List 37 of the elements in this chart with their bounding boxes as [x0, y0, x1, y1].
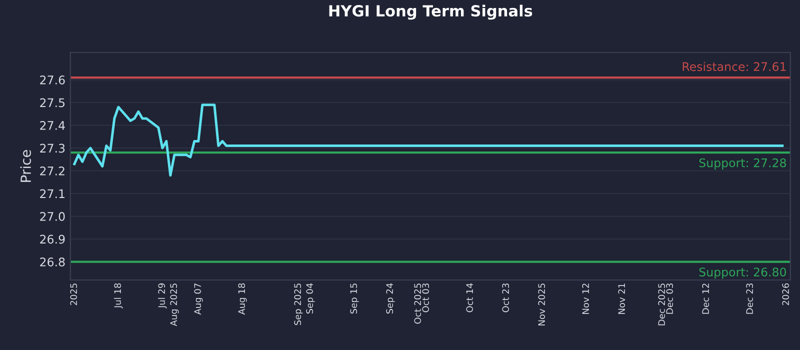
x-tick-label: Aug 18 — [238, 283, 247, 315]
x-tick-label: Nov 21 — [618, 284, 626, 314]
y-axis-title: Price — [20, 150, 32, 182]
x-tick-label: Dec 12 — [702, 284, 710, 314]
x-tick-label: Jul 18 — [114, 283, 123, 308]
x-tick-label: Oct 14 — [466, 283, 474, 312]
y-tick-label: 27.3 — [40, 144, 65, 153]
y-tick-label: 27.0 — [40, 212, 65, 221]
x-tick-label: Oct 03 — [422, 284, 430, 312]
x-tick-label: 2025 — [70, 284, 78, 306]
line-series — [73, 104, 784, 177]
x-tick-label: Oct 2025 — [414, 284, 422, 324]
x-tick-label: Dec 23 — [746, 284, 754, 314]
x-tick-label: Sep 2025 — [294, 284, 303, 326]
x-tick-label: Aug 2025 — [170, 284, 179, 326]
x-tick-label: Sep 04 — [306, 283, 315, 314]
x-tick-label: Dec 2025 — [658, 284, 666, 326]
y-tick-label: 27.6 — [40, 76, 65, 84]
y-tick-label: 27.1 — [40, 189, 64, 198]
chart-title: HYGI Long Term Signals — [329, 4, 532, 20]
x-tick-label: Nov 2025 — [538, 284, 546, 326]
x-tick-label: Nov 12 — [582, 284, 590, 314]
y-tick-label: 27.5 — [40, 98, 65, 108]
ref-line-label: Support: 26.80 — [699, 268, 786, 279]
x-tick-label: Oct 23 — [502, 284, 510, 312]
x-tick-label: Aug 07 — [194, 284, 203, 315]
x-tick-label: Dec 03 — [666, 284, 674, 314]
y-tick-label: 26.9 — [40, 234, 65, 244]
y-tick-label: 27.4 — [40, 121, 65, 130]
y-tick-label: 27.2 — [40, 166, 64, 176]
x-tick-label: Sep 15 — [350, 284, 359, 314]
x-tick-label: 2026 — [782, 283, 790, 306]
x-tick-label: Jul 29 — [158, 283, 167, 308]
y-tick-label: 26.8 — [40, 258, 65, 266]
x-tick-label: Sep 24 — [386, 283, 395, 314]
ref-line-label: Resistance: 27.61 — [682, 62, 786, 72]
ref-line-label: Support: 27.28 — [699, 158, 786, 170]
